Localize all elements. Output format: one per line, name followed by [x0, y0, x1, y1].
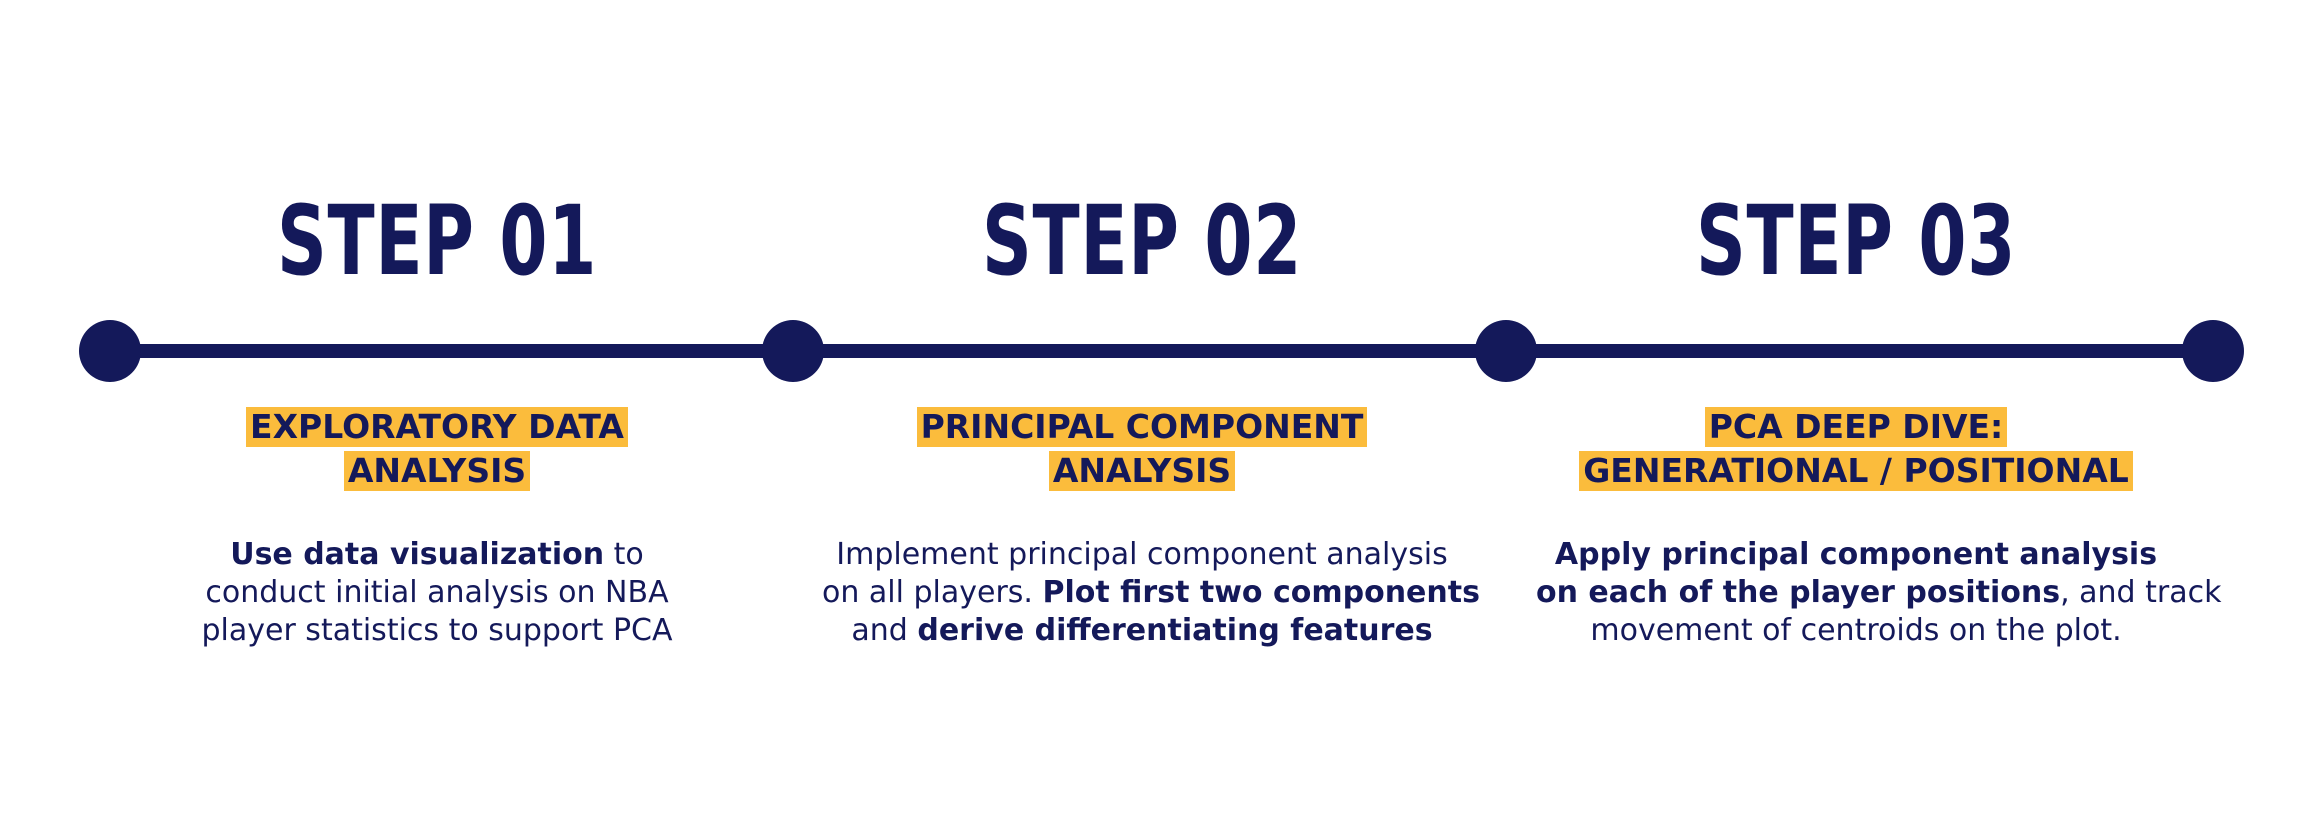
step-1-desc-bold: Use data visualization [230, 537, 605, 572]
step-3-title: STEP 03 [1695, 185, 2017, 297]
step-1-subtitle-line-1: EXPLORATORY DATA [246, 407, 628, 447]
step-3-desc-line-1: Apply principal component analysis [1536, 536, 2176, 574]
step-3-desc-line-3: movement of centroids on the plot. [1590, 613, 2122, 648]
timeline-line [110, 344, 2214, 358]
step-2-desc-bold-3: derive differentiating features [917, 613, 1433, 648]
step-2-desc-text-2: on all players. [822, 575, 1043, 610]
step-2-desc-text-3: and [851, 613, 918, 648]
timeline-dot-start [79, 320, 141, 382]
step-1-desc-line-3: player statistics to support PCA [201, 613, 673, 648]
step-1-subtitle: EXPLORATORY DATA ANALYSIS [117, 405, 757, 493]
step-2-desc-bold-2: Plot first two components [1042, 575, 1480, 610]
step-3-desc-text-2: , and track [2060, 575, 2222, 610]
step-2-title: STEP 02 [981, 185, 1303, 297]
step-3-description: Apply principal component analysis on ea… [1536, 536, 2221, 650]
timeline-dot-step-1 [762, 320, 824, 382]
step-3-desc-bold-2: on each of the player positions [1536, 575, 2061, 610]
step-1-subtitle-line-2: ANALYSIS [343, 451, 531, 491]
step-2-desc-line-1: Implement principal component analysis [836, 537, 1448, 572]
step-2-description: Implement principal component analysis o… [822, 536, 1480, 650]
step-3-subtitle-line-1: PCA DEEP DIVE: [1704, 407, 2008, 447]
step-2-subtitle-line-1: PRINCIPAL COMPONENT [916, 407, 1368, 447]
step-3-desc-bold-1: Apply principal component analysis [1554, 537, 2158, 572]
step-1-desc-text: to [604, 537, 644, 572]
step-2-subtitle: PRINCIPAL COMPONENT ANALYSIS [822, 405, 1462, 493]
step-2-subtitle-line-2: ANALYSIS [1048, 451, 1236, 491]
step-3-subtitle: PCA DEEP DIVE: GENERATIONAL / POSITIONAL [1536, 405, 2176, 493]
step-1-title: STEP 01 [276, 185, 598, 297]
step-3-subtitle-line-2: GENERATIONAL / POSITIONAL [1579, 451, 2133, 491]
timeline-dot-step-2 [1475, 320, 1537, 382]
step-1-description: Use data visualization to conduct initia… [117, 536, 757, 650]
step-1-desc-line-2: conduct initial analysis on NBA [205, 575, 669, 610]
timeline-dot-end [2182, 320, 2244, 382]
